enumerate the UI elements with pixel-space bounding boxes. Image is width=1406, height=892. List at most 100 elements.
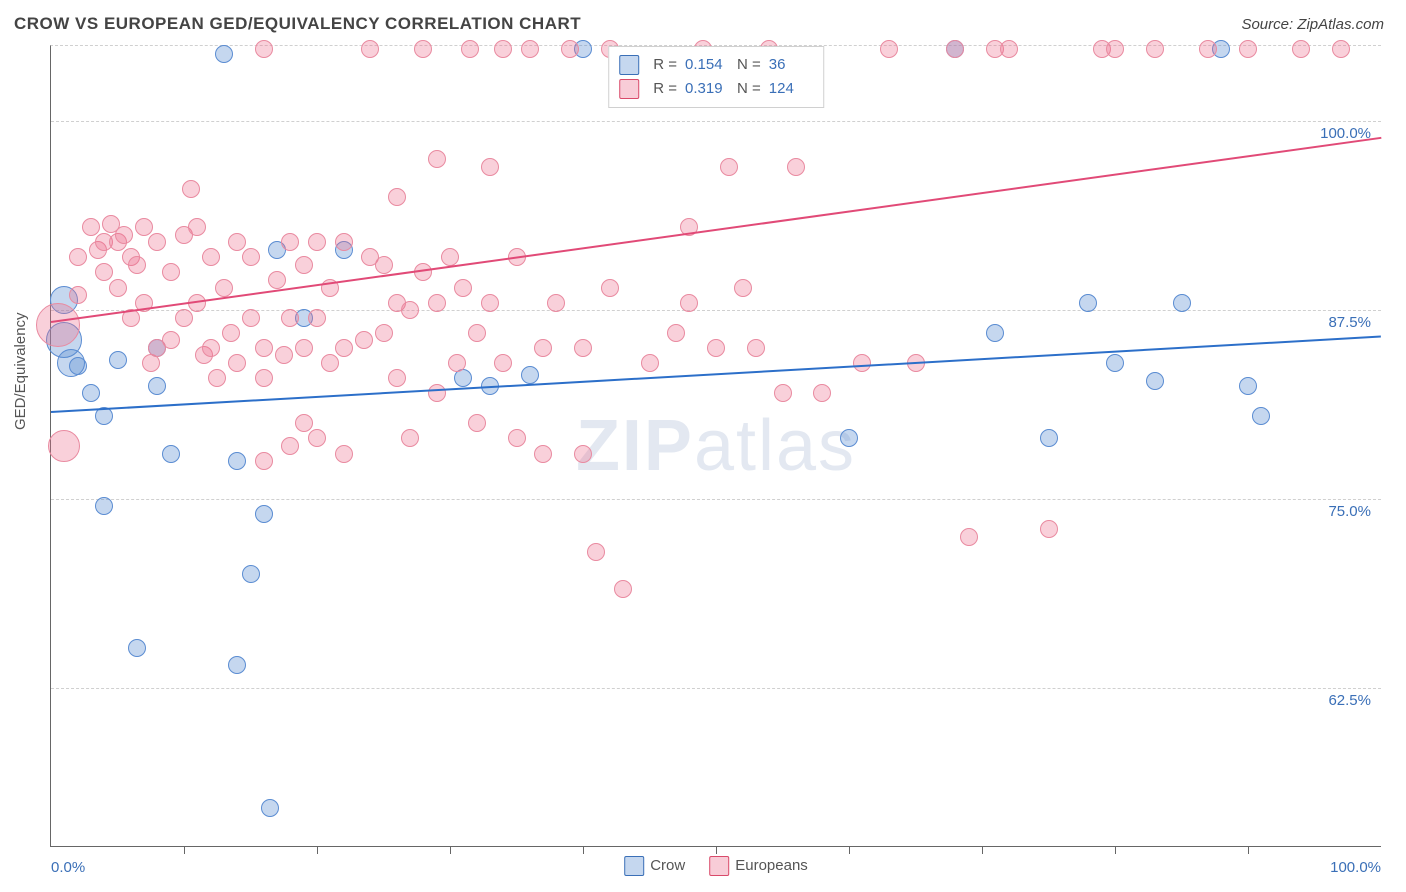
y-tick-label: 87.5% (1328, 314, 1371, 331)
data-point (295, 256, 313, 274)
watermark: ZIPatlas (576, 405, 856, 487)
chart-title: CROW VS EUROPEAN GED/EQUIVALENCY CORRELA… (14, 14, 581, 34)
x-tick (317, 846, 318, 854)
data-point (162, 263, 180, 281)
data-point (534, 339, 552, 357)
legend-swatch (619, 55, 639, 75)
data-point (454, 279, 472, 297)
data-point (182, 180, 200, 198)
data-point (534, 445, 552, 463)
data-point (128, 639, 146, 657)
data-point (521, 40, 539, 58)
watermark-bold: ZIP (576, 406, 694, 486)
data-point (1173, 294, 1191, 312)
data-point (574, 445, 592, 463)
x-tick (1248, 846, 1249, 854)
data-point (255, 505, 273, 523)
legend-swatch (624, 856, 644, 876)
data-point (202, 339, 220, 357)
data-point (1239, 40, 1257, 58)
x-tick-label: 0.0% (51, 859, 85, 876)
data-point (82, 384, 100, 402)
data-point (547, 294, 565, 312)
data-point (109, 351, 127, 369)
n-value: 36 (769, 53, 813, 77)
x-tick (716, 846, 717, 854)
data-point (48, 430, 80, 462)
data-point (707, 339, 725, 357)
data-point (468, 414, 486, 432)
data-point (641, 354, 659, 372)
data-point (135, 218, 153, 236)
n-value: 124 (769, 77, 813, 101)
data-point (281, 437, 299, 455)
data-point (481, 294, 499, 312)
data-point (787, 158, 805, 176)
data-point (448, 354, 466, 372)
data-point (148, 377, 166, 395)
data-point (574, 339, 592, 357)
r-label: R = (653, 53, 677, 77)
data-point (1040, 520, 1058, 538)
data-point (1106, 354, 1124, 372)
data-point (109, 279, 127, 297)
data-point (813, 384, 831, 402)
data-point (255, 452, 273, 470)
data-point (95, 497, 113, 515)
data-point (228, 656, 246, 674)
data-point (428, 150, 446, 168)
data-point (268, 271, 286, 289)
data-point (587, 543, 605, 561)
data-point (261, 799, 279, 817)
data-point (281, 309, 299, 327)
data-point (275, 346, 293, 364)
data-point (401, 429, 419, 447)
data-point (295, 414, 313, 432)
data-point (95, 263, 113, 281)
data-point (335, 339, 353, 357)
data-point (388, 369, 406, 387)
y-tick-label: 75.0% (1328, 503, 1371, 520)
data-point (986, 324, 1004, 342)
data-point (82, 218, 100, 236)
legend-row: R = 0.154 N = 36 (619, 53, 813, 77)
data-point (228, 452, 246, 470)
data-point (1000, 40, 1018, 58)
legend-label: Crow (650, 857, 685, 874)
x-tick-label: 100.0% (1330, 859, 1381, 876)
data-point (734, 279, 752, 297)
data-point (255, 40, 273, 58)
data-point (222, 324, 240, 342)
data-point (242, 565, 260, 583)
data-point (69, 286, 87, 304)
legend-row: R =0.319N =124 (619, 77, 813, 101)
data-point (215, 279, 233, 297)
data-point (242, 309, 260, 327)
data-point (401, 301, 419, 319)
data-point (202, 248, 220, 266)
data-point (1199, 40, 1217, 58)
n-label: N = (737, 53, 761, 77)
data-point (335, 445, 353, 463)
data-point (281, 233, 299, 251)
data-point (774, 384, 792, 402)
data-point (853, 354, 871, 372)
r-value: 0.154 (685, 53, 729, 77)
legend-swatch (619, 79, 639, 99)
data-point (667, 324, 685, 342)
data-point (115, 226, 133, 244)
data-point (1252, 407, 1270, 425)
data-point (215, 45, 233, 63)
legend-label: Europeans (735, 857, 808, 874)
r-value: 0.319 (685, 77, 729, 101)
chart-container: CROW VS EUROPEAN GED/EQUIVALENCY CORRELA… (0, 0, 1406, 892)
y-tick-label: 100.0% (1320, 125, 1371, 142)
data-point (355, 331, 373, 349)
data-point (946, 40, 964, 58)
data-point (208, 369, 226, 387)
data-point (428, 384, 446, 402)
data-point (162, 445, 180, 463)
x-tick (1115, 846, 1116, 854)
y-axis-title: GED/Equivalency (12, 312, 29, 430)
y-tick-label: 62.5% (1328, 692, 1371, 709)
